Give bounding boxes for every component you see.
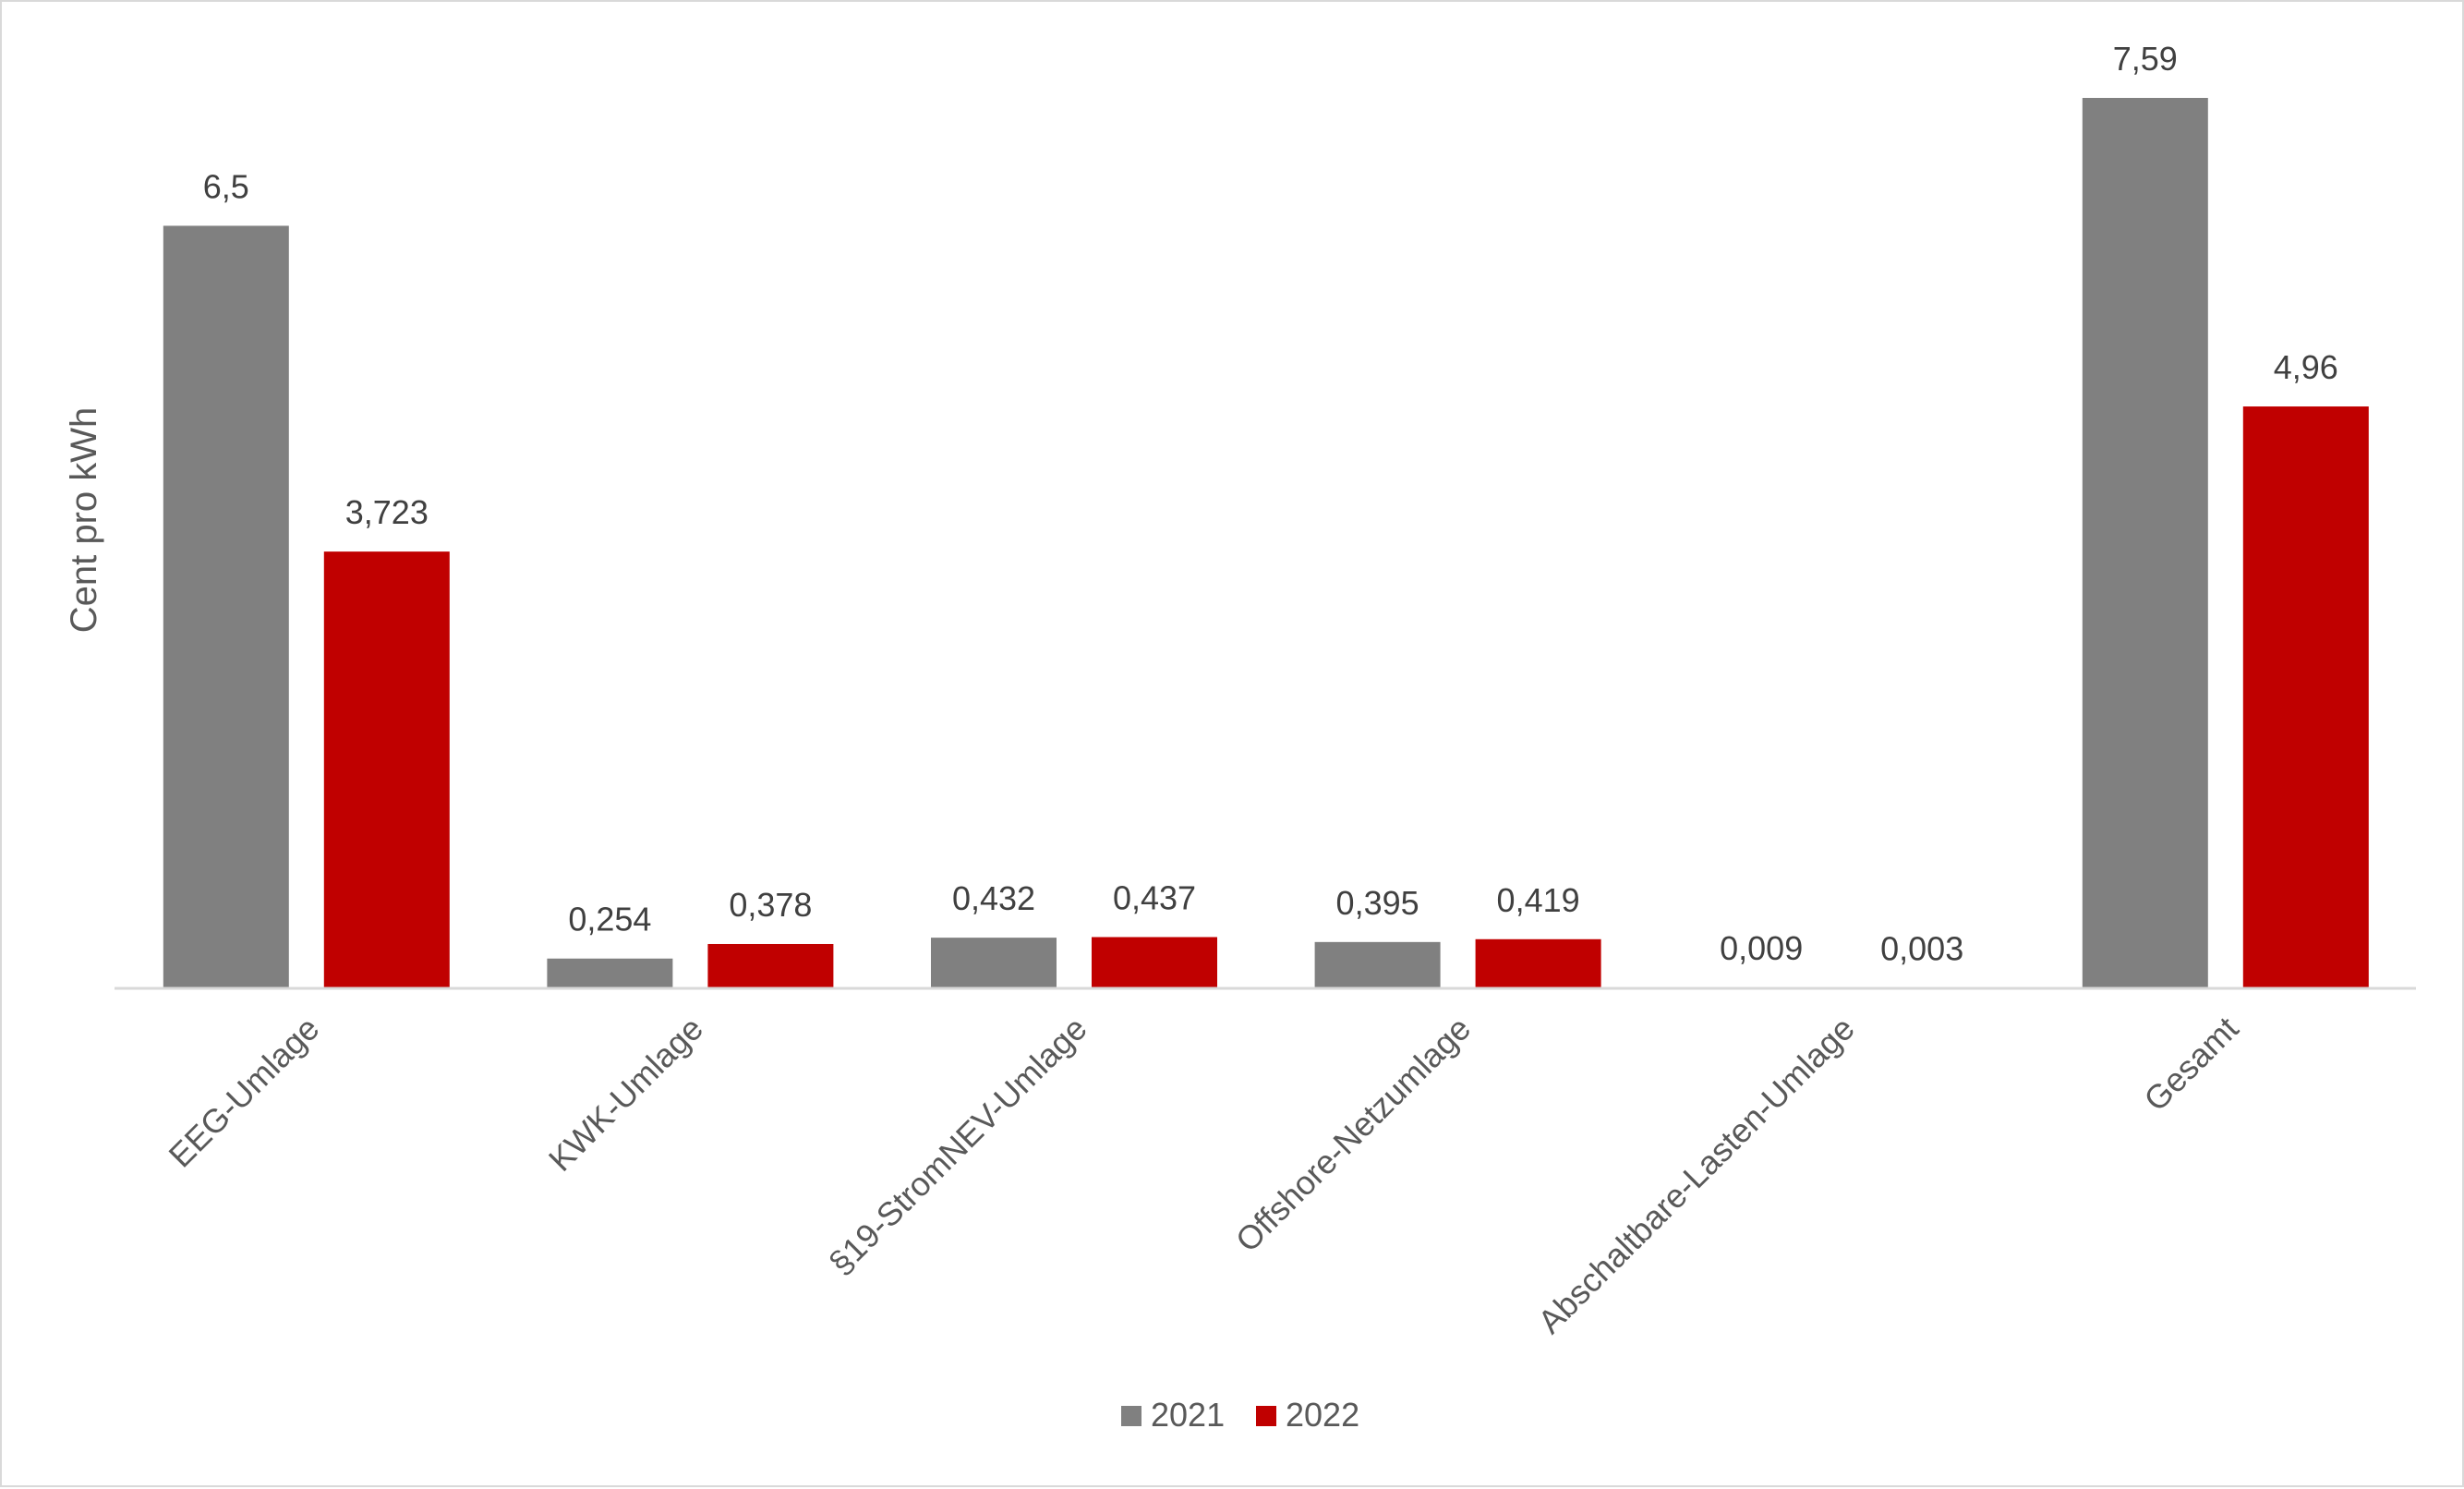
category-tick-label: §19-StromNEV-Umlage [822, 1010, 1094, 1282]
legend-swatch-2021 [1121, 1406, 1141, 1426]
data-label-2022-5: 4,96 [2274, 348, 2338, 386]
data-label-2022-3: 0,419 [1497, 881, 1580, 919]
bars-layer [163, 98, 2369, 988]
data-label-2022-1: 0,378 [729, 886, 812, 924]
bar-2021-0 [163, 225, 289, 988]
data-label-2021-2: 0,432 [952, 879, 1035, 917]
bar-2022-5 [2243, 406, 2369, 988]
bar-2022-1 [707, 944, 833, 988]
bar-2021-2 [931, 938, 1057, 988]
data-label-2021-0: 6,5 [203, 167, 249, 205]
bar-2022-3 [1476, 939, 1601, 988]
legend-label-2022: 2022 [1286, 1396, 1359, 1434]
bar-2021-1 [547, 959, 672, 988]
legend: 2021 2022 [1121, 1396, 1359, 1434]
y-axis-title: Cent pro kWh [64, 407, 104, 634]
data-label-2021-5: 7,59 [2113, 40, 2178, 78]
legend-label-2021: 2021 [1151, 1396, 1225, 1434]
data-label-2022-2: 0,437 [1113, 878, 1196, 916]
category-tick-label: Offshore-Netzumlage [1228, 1010, 1478, 1259]
legend-swatch-2022 [1256, 1406, 1276, 1426]
data-label-2022-0: 3,723 [345, 493, 429, 531]
category-tick-label: Gesamt [2136, 1010, 2245, 1119]
bar-2021-5 [2083, 98, 2208, 988]
category-tick-label: KWK-Umlage [541, 1010, 710, 1179]
category-tick-label: Abschaltbare-Lasten-Umlage [1530, 1010, 1862, 1341]
data-label-2021-4: 0,009 [1720, 929, 1803, 967]
data-label-2022-4: 0,003 [1880, 930, 1963, 968]
bar-2021-3 [1315, 942, 1441, 988]
category-tick-labels: EEG-Umlage KWK-Umlage §19-StromNEV-Umlage O… [162, 1010, 2246, 1341]
data-label-2021-3: 0,395 [1336, 884, 1419, 922]
bar-2022-0 [324, 551, 450, 988]
bar-2022-2 [1092, 937, 1217, 988]
category-tick-label: EEG-Umlage [162, 1010, 327, 1175]
data-labels-layer: 6,5 3,723 0,254 0,378 0,432 0,437 0,395 0,419 0,… [203, 40, 2338, 968]
data-label-2021-1: 0,254 [568, 901, 651, 938]
